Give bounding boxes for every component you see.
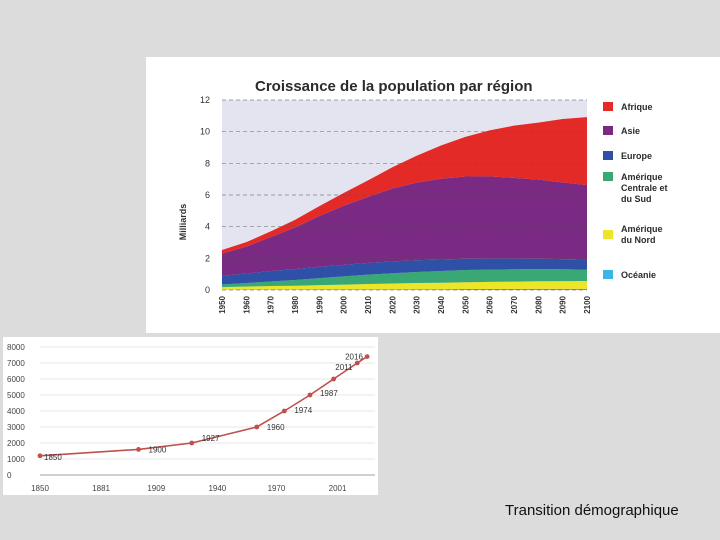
legend-label: Afrique [621,102,653,112]
legend-swatch [603,151,613,160]
x-tick-label: 2010 [364,295,373,313]
line-y-tick-label: 2000 [7,439,25,448]
x-tick-label: 1990 [315,295,324,313]
line-y-tick-label: 7000 [7,359,25,368]
line-x-tick-label: 1940 [208,484,226,493]
x-tick-label: 2070 [510,295,519,313]
line-x-tick-label: 2001 [329,484,347,493]
line-point [189,440,195,446]
line-y-tick-label: 3000 [7,423,25,432]
regional-population-area-chart: Croissance de la population par région M… [178,78,668,314]
y-tick-label: 0 [205,285,210,295]
x-tick-label: 2090 [559,295,568,313]
line-y-tick-label: 1000 [7,455,25,464]
line-point [331,376,337,382]
y-tick-label: 10 [200,127,210,137]
line-x-tick-label: 1850 [31,484,49,493]
legend-swatch [603,270,613,279]
x-tick-label: 2040 [437,295,446,313]
line-point [307,392,313,398]
area-series-2 [222,269,587,288]
line-point-label: 1927 [202,434,220,443]
legend-label: Amérique Centrale et du Sud [621,172,668,204]
y-tick-label: 12 [200,95,210,105]
x-tick-label: 1950 [218,295,227,313]
slide-caption: Transition démographique [505,502,679,519]
y-tick-label: 8 [205,158,210,168]
line-point-label: 1850 [44,453,62,462]
legend-swatch [603,172,613,181]
line-point [136,447,141,452]
x-tick-label: 2030 [413,295,422,313]
y-tick-label: 4 [205,222,210,232]
line-y-tick-label: 5000 [7,391,25,400]
x-tick-label: 2050 [461,295,470,313]
legend-label: Asie [621,126,640,136]
y-tick-label: 2 [205,253,210,263]
legend-swatch [603,230,613,239]
line-point-label: 1960 [267,423,285,432]
area-series-3 [222,258,587,285]
legend-label: Amérique du Nord [621,224,663,245]
line-point [281,408,287,414]
x-tick-label: 1960 [242,295,251,313]
line-point [37,453,43,459]
line-y-tick-label: 6000 [7,375,25,384]
line-point-label: 1900 [149,445,167,454]
regional-population-panel: Croissance de la population par région M… [146,57,720,333]
line-y-tick-label: 8000 [7,343,25,352]
line-point [354,360,360,366]
x-tick-label: 2020 [388,295,397,313]
legend-label: Europe [621,151,652,161]
area-chart-ylabel: Milliards [178,204,188,241]
legend-swatch [603,126,613,135]
line-y-tick-label: 0 [7,471,12,480]
y-tick-label: 6 [205,190,210,200]
legend-swatch [603,102,613,111]
x-tick-label: 1980 [291,295,300,313]
line-y-tick-label: 4000 [7,407,25,416]
line-x-tick-label: 1970 [268,484,286,493]
line-point [254,424,260,430]
x-tick-label: 2000 [340,295,349,313]
x-tick-label: 2060 [486,295,495,313]
area-series-4 [222,176,587,276]
x-tick-label: 2080 [534,295,543,313]
line-point-label: 2011 [335,363,353,372]
x-tick-label: 2100 [583,295,592,313]
line-point-label: 1987 [320,389,338,398]
area-chart-title: Croissance de la population par région [255,78,533,95]
area-series-5 [222,117,587,254]
x-tick-label: 1970 [267,295,276,313]
line-point [364,354,370,359]
line-point-label: 2016 [345,353,363,362]
line-point-label: 1974 [294,406,312,415]
world-population-line-chart: 0 1000 2000 3000 4000 5000 6000 7000 8000 1850 188… [7,343,375,493]
line-x-tick-label: 1881 [92,484,110,493]
legend-label: Océanie [621,270,656,280]
area-series-1 [222,280,587,290]
line-x-tick-label: 1909 [147,484,165,493]
world-population-panel: 0 1000 2000 3000 4000 5000 6000 7000 8000 1850 188… [3,337,378,495]
